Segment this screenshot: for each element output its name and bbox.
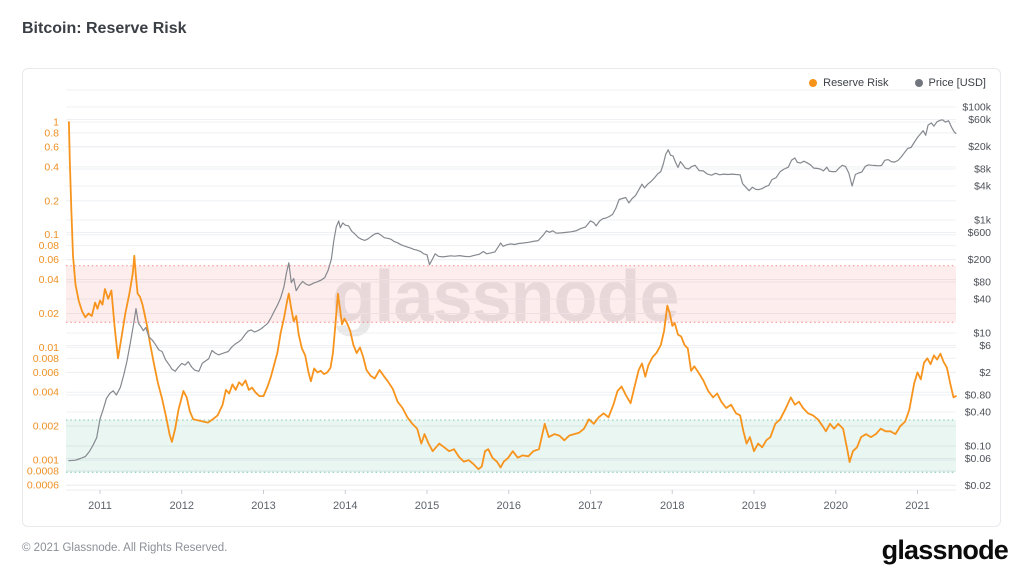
svg-text:0.6: 0.6 [44,142,59,154]
svg-text:$60k: $60k [968,114,992,126]
svg-text:0.2: 0.2 [44,195,59,207]
legend-label-reserve-risk: Reserve Risk [823,77,889,89]
price-usd-dot-icon [914,79,923,87]
svg-text:0.004: 0.004 [33,387,59,399]
svg-text:0.0008: 0.0008 [27,466,59,478]
upper-risk-band [66,265,956,323]
svg-text:$0.40: $0.40 [965,406,991,418]
svg-text:$2: $2 [979,367,991,379]
reserve-risk-dot-icon [809,79,818,87]
svg-text:2020: 2020 [824,500,848,512]
svg-text:$40: $40 [973,293,991,305]
svg-text:0.4: 0.4 [44,161,59,173]
svg-text:$100k: $100k [962,102,991,114]
svg-text:0.0006: 0.0006 [27,480,59,492]
svg-text:$80: $80 [973,276,991,288]
svg-text:0.001: 0.001 [33,455,59,467]
svg-text:0.002: 0.002 [33,421,59,433]
svg-text:$4k: $4k [974,180,992,192]
svg-text:2016: 2016 [497,500,521,512]
svg-text:2014: 2014 [333,500,357,512]
svg-text:0.008: 0.008 [33,353,59,365]
svg-text:$0.02: $0.02 [965,480,991,492]
svg-text:2013: 2013 [251,500,275,512]
svg-text:$0.80: $0.80 [965,389,991,401]
svg-text:0.8: 0.8 [44,127,59,139]
svg-text:2021: 2021 [905,500,929,512]
svg-text:1: 1 [53,117,59,129]
svg-text:2015: 2015 [415,500,439,512]
svg-text:2017: 2017 [578,500,602,512]
svg-text:$6: $6 [979,340,991,352]
gridlines [66,89,956,491]
page-title: Bitcoin: Reserve Risk [22,20,187,37]
svg-text:$10: $10 [973,328,991,340]
reserve-risk-line [68,121,957,471]
svg-text:0.02: 0.02 [39,308,60,320]
left-axis-labels: 10.80.60.40.20.10.080.060.040.020.010.00… [27,117,59,492]
svg-text:0.08: 0.08 [39,240,60,252]
legend-label-price-usd: Price [USD] [928,77,986,89]
copyright-text: © 2021 Glassnode. All Rights Reserved. [22,542,228,554]
chart-legend: Reserve Risk Price [USD] [809,77,986,89]
legend-item-reserve-risk[interactable]: Reserve Risk [809,77,889,89]
legend-item-price-usd[interactable]: Price [USD] [914,77,986,89]
x-axis-ticks [99,490,918,494]
x-axis-labels: 2011 2012 2013 2014 2015 2016 2017 2018 2019 2020… [88,500,930,512]
lower-opportunity-band [66,419,956,473]
price-line [68,119,957,462]
svg-text:2011: 2011 [88,500,112,512]
svg-text:2018: 2018 [660,500,684,512]
right-axis-labels: $100k$60k$20k$8k$4k$1k$600$200$80$40$10$… [962,102,991,492]
svg-text:$0.06: $0.06 [965,453,991,465]
value-bands [66,265,956,473]
svg-text:0.006: 0.006 [33,367,59,379]
svg-text:0.1: 0.1 [44,229,59,241]
svg-text:2012: 2012 [170,500,194,512]
svg-text:$600: $600 [968,227,992,239]
svg-text:2019: 2019 [742,500,766,512]
svg-text:$8k: $8k [974,163,992,175]
svg-text:0.06: 0.06 [39,254,60,266]
svg-text:$0.10: $0.10 [965,441,991,453]
svg-text:0.01: 0.01 [39,342,60,354]
svg-text:$1k: $1k [974,215,992,227]
svg-text:$200: $200 [968,254,992,266]
chart-card [22,68,1001,527]
svg-text:$20k: $20k [968,141,992,153]
glassnode-logo: glassnode [881,535,1009,565]
svg-text:0.04: 0.04 [39,274,60,286]
